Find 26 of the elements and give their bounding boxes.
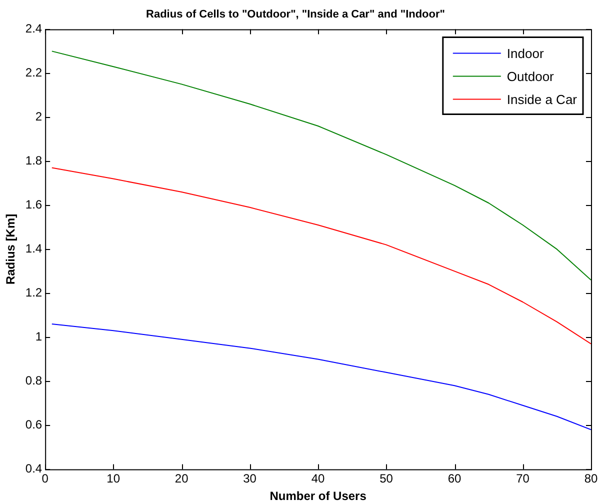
x-tick-label: 20 — [174, 472, 189, 486]
x-tick-label: 50 — [380, 472, 394, 486]
x-tick-label: 70 — [516, 472, 530, 486]
y-tick-label: 1.2 — [25, 286, 42, 300]
legend-label: Outdoor — [506, 68, 555, 84]
y-tick-label: 1.6 — [25, 198, 42, 212]
x-tick-label: 80 — [584, 472, 598, 486]
x-tick-label: 30 — [243, 472, 257, 486]
y-tick-label: 2.4 — [25, 22, 42, 36]
y-tick-label: 1.8 — [25, 154, 42, 168]
x-tick-label: 10 — [106, 472, 120, 486]
y-tick-label: 2.2 — [25, 66, 42, 80]
x-tick-label: 40 — [311, 472, 326, 486]
chart-title: Radius of Cells to "Outdoor", "Inside a Car" and "Indoor" — [146, 8, 445, 21]
x-axis-title: Number of Users — [270, 489, 367, 504]
y-tick-label: 0.6 — [25, 418, 42, 432]
y-tick-label: 1.4 — [25, 242, 42, 256]
legend-label: Inside a Car — [506, 92, 578, 107]
y-tick-label: 0.4 — [25, 462, 42, 476]
x-tick-label: 60 — [448, 472, 462, 486]
y-tick-label: 2 — [35, 110, 42, 124]
y-tick-label: 1 — [35, 330, 42, 344]
y-axis-title: Radius [Km] — [4, 214, 18, 285]
legend-label: Indoor — [506, 46, 544, 61]
y-tick-label: 0.8 — [25, 374, 42, 388]
x-tick-label: 0 — [42, 472, 49, 486]
